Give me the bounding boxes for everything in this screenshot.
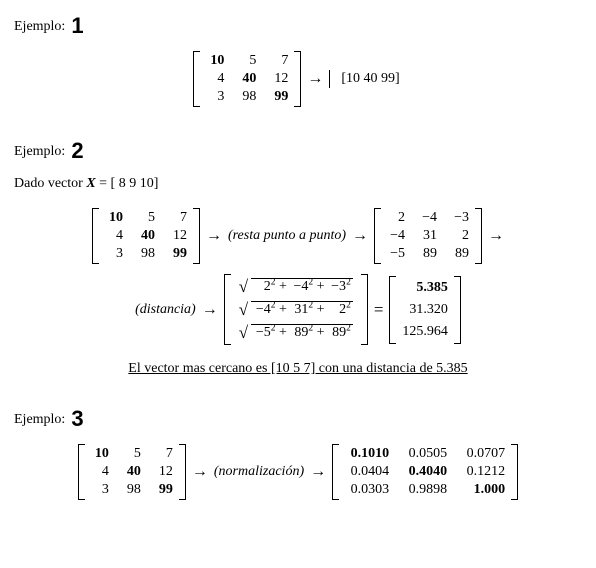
arrow-icon: → [202,301,218,319]
closest-vector-note: El vector mas cercano es [10 5 7] con un… [14,361,582,377]
op-distancia-label: (distancia) [135,302,196,318]
example-3-header: Ejemplo: 3 [14,405,582,428]
example-2-line1: 1057 44012 39899 → (resta punto a punto)… [14,208,582,264]
op-normalizacion-label: (normalización) [214,464,304,480]
arrow-icon: → [307,70,323,88]
op-resta-label: (resta punto a punto) [228,228,346,244]
ejemplo-number: 3 [71,408,83,430]
example-1-header: Ejemplo: 1 [14,12,582,35]
arrow-icon: → [192,463,208,481]
arrow-icon: → [310,463,326,481]
norm-matrix: 0.10100.05050.0707 0.04040.40400.1212 0.… [332,444,518,500]
example-1-math: 1057 44012 39899 → [10 40 99] [14,51,582,107]
sqrt-matrix: 22 + −42 + −32 −42 + 312 + 22 −52 + 892 … [224,274,368,345]
example-2-header: Ejemplo: 2 [14,137,582,160]
arrow-icon: → [488,227,504,245]
example-2-line2: (distancia) → 22 + −42 + −32 −42 + 312 +… [14,274,582,345]
ejemplo-label: Ejemplo: [14,19,65,35]
ejemplo-label: Ejemplo: [14,144,65,160]
arrow-icon: → [352,227,368,245]
base-matrix-2: 1057 44012 39899 [92,208,200,264]
ejemplo-label: Ejemplo: [14,412,65,428]
arrow-icon: → [206,227,222,245]
given-vector-text: Dado vector X = [ 8 9 10] [14,176,582,192]
base-matrix-3: 1057 44012 39899 [78,444,186,500]
diag-vector: [10 40 99] [329,70,402,88]
equals-sign: = [374,300,384,320]
ejemplo-number: 2 [71,140,83,162]
ejemplo-number: 1 [71,15,83,37]
base-matrix: 1057 44012 39899 [193,51,301,107]
diff-matrix: 2−4−3 −4312 −58989 [374,208,482,264]
distance-vector: 5.385 31.320 125.964 [389,276,461,344]
example-3-math: 1057 44012 39899 → (normalización) → 0.1… [14,444,582,500]
